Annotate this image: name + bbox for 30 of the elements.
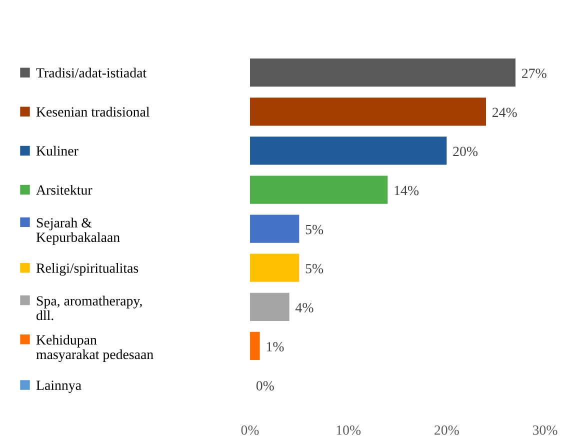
y-tick-label: Tradisi/adat-istiadat <box>36 68 147 78</box>
data-label: 0% <box>256 381 274 391</box>
data-label: 27% <box>522 68 546 78</box>
bar <box>250 136 447 165</box>
data-label: 5% <box>306 224 324 234</box>
bar <box>250 332 260 360</box>
data-label: 4% <box>296 302 314 312</box>
x-tick-label: 30% <box>532 425 558 435</box>
data-label: 24% <box>492 108 517 118</box>
y-tick-label: Lainnya <box>36 380 82 393</box>
y-tick-label: Kesenian tradisional <box>36 106 150 117</box>
data-label: 20% <box>453 146 478 156</box>
bar <box>250 254 300 282</box>
y-tick-label: Kehidupan masyarakat pedesaan <box>36 334 154 362</box>
x-tick-label: 0% <box>241 425 259 435</box>
x-tick-label: 10% <box>336 425 361 435</box>
bar <box>250 58 516 87</box>
y-tick-label: Arsitektur <box>36 184 92 195</box>
data-label: 5% <box>306 264 324 274</box>
data-label: 1% <box>266 342 284 352</box>
y-tick-label: Kuliner <box>36 146 78 156</box>
x-tick-label: 20% <box>434 425 459 435</box>
bar <box>250 292 290 321</box>
y-tick-label: Sejarah & Kepurbakalaan <box>36 218 120 245</box>
bar <box>250 98 486 126</box>
bar <box>250 214 300 243</box>
y-tick-label: Spa, aromatherapy, dll. <box>36 296 142 320</box>
bar <box>250 176 388 204</box>
data-label: 14% <box>394 186 419 196</box>
y-tick-label: Religi/spiritualitas <box>36 263 138 276</box>
